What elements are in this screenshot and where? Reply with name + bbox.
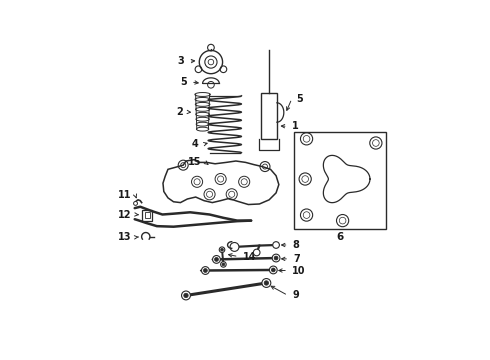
Text: 10: 10 [292, 266, 306, 275]
Circle shape [182, 291, 191, 300]
Circle shape [215, 257, 219, 261]
Circle shape [271, 268, 275, 272]
Circle shape [184, 293, 188, 298]
Circle shape [264, 281, 269, 285]
Circle shape [272, 254, 280, 262]
Text: 2: 2 [176, 107, 183, 117]
Text: 5: 5 [180, 77, 187, 87]
Text: 7: 7 [293, 254, 300, 264]
Circle shape [134, 202, 138, 205]
Circle shape [270, 266, 277, 274]
Text: 14: 14 [243, 252, 256, 262]
Circle shape [213, 256, 220, 263]
Bar [143, 210, 152, 221]
Text: 4: 4 [192, 139, 199, 149]
Bar [261, 93, 277, 139]
Text: 3: 3 [178, 56, 185, 66]
Text: 1: 1 [292, 121, 298, 131]
Circle shape [274, 256, 278, 260]
Circle shape [220, 248, 223, 251]
Bar [294, 132, 386, 229]
Text: 9: 9 [292, 291, 299, 301]
Circle shape [262, 279, 271, 287]
Bar [145, 212, 150, 219]
Text: 6: 6 [336, 232, 343, 242]
Circle shape [203, 269, 207, 273]
Circle shape [220, 262, 226, 267]
Circle shape [222, 263, 225, 266]
Text: 8: 8 [293, 240, 299, 250]
Circle shape [230, 243, 239, 251]
Text: 13: 13 [118, 232, 131, 242]
Text: 12: 12 [118, 210, 131, 220]
Text: 5: 5 [296, 94, 303, 104]
Circle shape [201, 267, 209, 274]
Circle shape [273, 242, 279, 248]
Text: 11: 11 [118, 190, 131, 200]
Circle shape [253, 249, 260, 256]
Circle shape [219, 247, 225, 252]
Text: 15: 15 [188, 157, 201, 167]
